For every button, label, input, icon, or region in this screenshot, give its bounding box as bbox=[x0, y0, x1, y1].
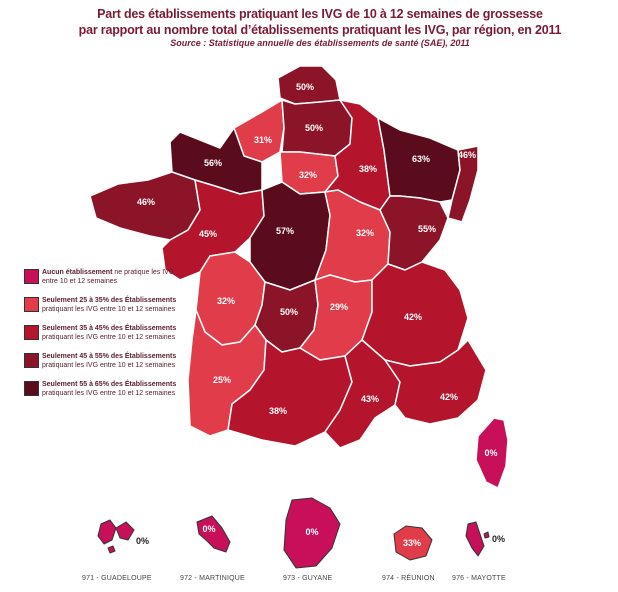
legend-bold: Seulement 35 à 45% des Établissements bbox=[42, 325, 177, 332]
label-poitou-charentes: 32% bbox=[217, 296, 235, 306]
label-rhone-alpes: 42% bbox=[404, 312, 422, 322]
label-centre: 57% bbox=[276, 226, 294, 236]
dom-mayotte-shape bbox=[465, 521, 490, 557]
legend-line2: pratiquant les IVG entre 10 et 12 semain… bbox=[42, 390, 176, 397]
label-lorraine: 63% bbox=[412, 154, 430, 164]
dom-label-guadeloupe: 971 - GUADELOUPE bbox=[82, 575, 152, 582]
label-basse-normandie: 56% bbox=[204, 158, 222, 168]
label-auvergne: 29% bbox=[330, 302, 348, 312]
dom-label-reunion: 974 - RÉUNION bbox=[382, 575, 435, 582]
legend-line2: entre 10 et 12 semaines bbox=[42, 278, 118, 285]
legend-bold: Seulement 55 à 65% des Établissements bbox=[42, 381, 177, 388]
label-aquitaine: 25% bbox=[213, 375, 231, 385]
label-champagne-ardenne: 38% bbox=[359, 164, 377, 174]
region-lorraine bbox=[377, 117, 461, 203]
label-midi-pyrenees: 38% bbox=[269, 406, 287, 416]
label-picardie: 50% bbox=[305, 123, 323, 133]
legend-bold: Seulement 45 à 55% des Établissements bbox=[42, 353, 177, 360]
legend-line2: pratiquant les IVG entre 10 et 12 semain… bbox=[42, 362, 176, 369]
dom-label-guyane: 973 - GUYANE bbox=[283, 575, 333, 582]
legend-swatch bbox=[24, 381, 39, 396]
label-mayotte: 0% bbox=[492, 534, 505, 544]
label-corse: 0% bbox=[484, 448, 497, 458]
legend-item-45-55: Seulement 45 à 55% des Établissements pra… bbox=[24, 352, 184, 378]
legend-line2: pratiquant les IVG entre 10 et 12 semain… bbox=[42, 334, 176, 341]
legend-bold: Seulement 25 à 35% des Établissements bbox=[42, 297, 177, 304]
dom-martinique-shape bbox=[196, 515, 231, 553]
source-note: Source : Statistique annuelle des établi… bbox=[170, 38, 470, 48]
label-guyane: 0% bbox=[305, 527, 318, 537]
legend-item-35-45: Seulement 35 à 45% des Établissements pra… bbox=[24, 324, 184, 350]
label-limousin: 50% bbox=[280, 307, 298, 317]
region-languedoc-roussillon bbox=[324, 339, 401, 449]
legend-line2: pratiquant les IVG entre 10 et 12 semain… bbox=[42, 306, 176, 313]
legend-rest: ne pratique les IVG bbox=[112, 269, 175, 276]
label-reunion: 33% bbox=[403, 538, 421, 548]
legend-item-none: Aucun établissement ne pratique les IVG e… bbox=[24, 268, 184, 294]
region-paca bbox=[384, 339, 487, 425]
dom-label-martinique: 972 - MARTINIQUE bbox=[180, 575, 245, 582]
label-bourgogne: 32% bbox=[356, 228, 374, 238]
label-guadeloupe: 0% bbox=[136, 536, 149, 546]
label-franche-comte: 55% bbox=[418, 224, 436, 234]
region-labels: 50% 31% 50% 56% 32% 38% 63% 46% 46% 45% … bbox=[137, 82, 498, 458]
title-line-2: par rapport au nombre total d’établissem… bbox=[78, 23, 562, 37]
legend-swatch bbox=[24, 353, 39, 368]
legend-item-25-35: Seulement 25 à 35% des Établissements pra… bbox=[24, 296, 184, 322]
title-line-1: Part des établissements pratiquant les I… bbox=[97, 7, 543, 21]
dom-guyane-shape bbox=[283, 497, 341, 569]
map-title: Part des établissements pratiquant les I… bbox=[70, 6, 570, 49]
legend-item-55-65: Seulement 55 à 65% des Établissements pra… bbox=[24, 380, 184, 406]
overseas-departments bbox=[97, 497, 490, 569]
label-pays-de-la-loire: 45% bbox=[199, 229, 217, 239]
label-alsace: 46% bbox=[458, 150, 476, 160]
map-legend: Aucun établissement ne pratique les IVG e… bbox=[24, 268, 184, 408]
region-alsace bbox=[447, 145, 479, 223]
legend-bold: Aucun établissement bbox=[42, 269, 113, 276]
dom-reunion-shape bbox=[393, 525, 433, 561]
label-ile-de-france: 32% bbox=[299, 170, 317, 180]
legend-swatch bbox=[24, 325, 39, 340]
region-franche-comte bbox=[379, 195, 449, 271]
dom-guadeloupe-shape bbox=[97, 519, 135, 554]
legend-swatch bbox=[24, 297, 39, 312]
dom-label-mayotte: 976 - MAYOTTE bbox=[452, 575, 506, 582]
region-corse bbox=[475, 417, 509, 489]
label-nord-pas-de-calais: 50% bbox=[296, 82, 314, 92]
label-paca: 42% bbox=[440, 392, 458, 402]
legend-swatch bbox=[24, 269, 39, 284]
label-haute-normandie: 31% bbox=[254, 135, 272, 145]
label-martinique: 0% bbox=[202, 524, 215, 534]
overseas-labels: 0% 0% 0% 33% 0% bbox=[136, 524, 505, 548]
label-languedoc-roussillon: 43% bbox=[361, 394, 379, 404]
label-bretagne: 46% bbox=[137, 197, 155, 207]
